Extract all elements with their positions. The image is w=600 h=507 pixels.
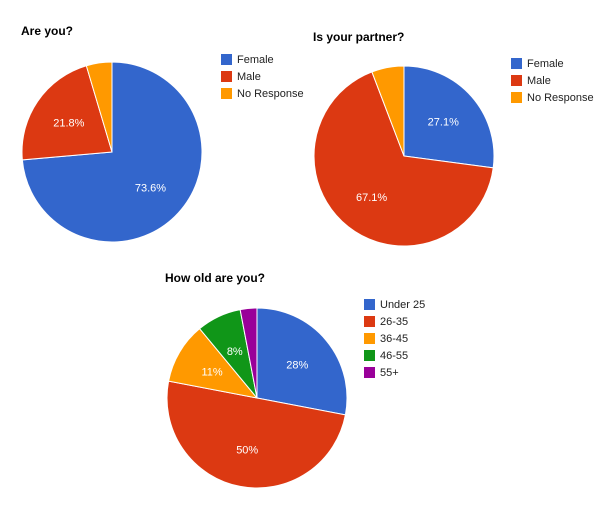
pie-slice-under-25 [256, 307, 348, 416]
legend-swatch [511, 92, 522, 103]
legend-label: No Response [237, 87, 304, 100]
pie-slice-no-response [85, 61, 113, 153]
legend-item-female: Female [511, 55, 594, 72]
legend-partner: Female Male No Response [511, 55, 594, 106]
legend-item-46-55: 46-55 [364, 347, 425, 364]
legend-are-you: Female Male No Response [221, 51, 304, 102]
chart-title: How old are you? [165, 271, 266, 285]
legend-swatch [364, 299, 375, 310]
slice-label-male: 21.8% [53, 118, 84, 130]
pie-slice-55 [239, 307, 258, 399]
pie-slice-26-35 [166, 380, 346, 489]
legend-swatch [364, 333, 375, 344]
pie-slice-46-55 [198, 309, 258, 399]
legend-label: Male [527, 74, 551, 87]
pie-slice-female [21, 61, 203, 243]
legend-item-under-25: Under 25 [364, 296, 425, 313]
slice-label-male: 67.1% [356, 192, 387, 204]
legend-item-26-35: 26-35 [364, 313, 425, 330]
legend-swatch [364, 350, 375, 361]
chart-title: Are you? [21, 24, 74, 38]
slice-label-46-55: 8% [227, 346, 243, 358]
slice-label-36-45: 11% [201, 366, 222, 378]
legend-item-no-response: No Response [221, 85, 304, 102]
slice-label-under-25: 28% [286, 360, 308, 372]
legend-swatch [511, 75, 522, 86]
legend-swatch [221, 54, 232, 65]
legend-label: 26-35 [380, 315, 409, 328]
slice-label-female: 73.6% [135, 182, 166, 194]
legend-label: No Response [527, 91, 594, 104]
pie-slice-no-response [371, 65, 405, 157]
legend-age: Under 25 26-35 36-45 46-55 55+ [364, 296, 425, 381]
legend-label: 36-45 [380, 332, 409, 345]
legend-item-female: Female [221, 51, 304, 68]
pie-slice-female [403, 65, 495, 169]
legend-label: 55+ [380, 366, 399, 379]
pie-slice-36-45 [168, 327, 259, 399]
legend-swatch [364, 367, 375, 378]
legend-swatch [511, 58, 522, 69]
legend-label: Under 25 [380, 298, 426, 311]
legend-swatch [221, 71, 232, 82]
slice-label-female: 27.1% [428, 117, 459, 129]
legend-label: Female [237, 53, 274, 66]
legend-label: Male [237, 70, 261, 83]
legend-label: Female [527, 57, 564, 70]
legend-item-36-45: 36-45 [364, 330, 425, 347]
chart-title: Is your partner? [313, 30, 405, 44]
legend-swatch [221, 88, 232, 99]
legend-label: 46-55 [380, 349, 409, 362]
pie-slice-male [313, 71, 494, 247]
pie-slice-male [21, 65, 113, 161]
legend-item-male: Male [221, 68, 304, 85]
legend-swatch [364, 316, 375, 327]
legend-item-no-response: No Response [511, 89, 594, 106]
legend-item-male: Male [511, 72, 594, 89]
slice-label-26-35: 50% [236, 444, 258, 456]
legend-item-55: 55+ [364, 364, 425, 381]
